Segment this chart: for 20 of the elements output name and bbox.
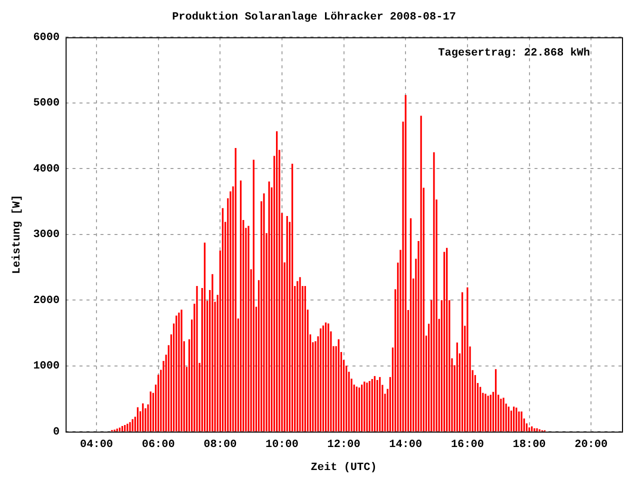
annotation: Tagesertrag: 22.868 kWh (438, 47, 590, 60)
x-tick-label: 04:00 (80, 438, 114, 451)
y-tick-label: 3000 (33, 229, 60, 242)
y-tick-label: 0 (52, 426, 60, 438)
x-tick-label: 08:00 (204, 438, 237, 451)
x-tick-label: 20:00 (574, 438, 608, 451)
y-axis-title: Leistung [W] (11, 194, 24, 274)
x-tick-label: 10:00 (265, 438, 298, 451)
y-tick-label: 4000 (33, 163, 60, 176)
chart-title: Produktion Solaranlage Löhracker 2008-08-17 (172, 11, 456, 24)
x-tick-label: 14:00 (389, 438, 422, 451)
x-tick-label: 06:00 (142, 438, 175, 451)
x-axis-title: Zeit (UTC) (310, 462, 377, 474)
x-tick-label: 18:00 (512, 438, 546, 451)
y-tick-label: 2000 (33, 294, 60, 307)
x-tick-label: 16:00 (450, 438, 484, 451)
y-tick-label: 1000 (33, 360, 60, 373)
x-tick-label: 12:00 (327, 438, 360, 451)
y-tick-label: 6000 (33, 32, 60, 44)
y-tick-label: 5000 (33, 98, 60, 110)
